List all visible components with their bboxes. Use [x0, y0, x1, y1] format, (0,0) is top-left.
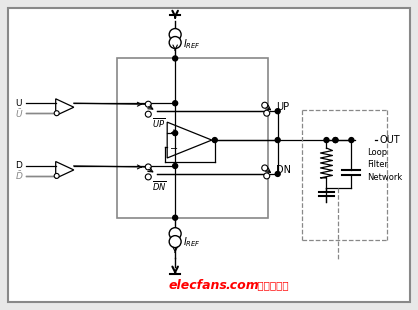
Circle shape — [275, 138, 280, 143]
Circle shape — [169, 29, 181, 41]
Circle shape — [262, 102, 268, 108]
Text: +: + — [169, 128, 177, 138]
Circle shape — [145, 174, 151, 180]
Circle shape — [212, 138, 217, 143]
Circle shape — [173, 131, 178, 135]
Circle shape — [173, 56, 178, 61]
Circle shape — [173, 215, 178, 220]
Circle shape — [169, 37, 181, 48]
Bar — [117, 58, 268, 218]
Text: U: U — [15, 99, 21, 108]
Circle shape — [275, 171, 280, 176]
Text: $\overline{UP}$: $\overline{UP}$ — [152, 116, 166, 130]
Circle shape — [333, 138, 338, 143]
Circle shape — [54, 173, 59, 178]
Text: $\overline{DN}$: $\overline{DN}$ — [152, 179, 167, 193]
Circle shape — [264, 110, 270, 116]
Text: OUT: OUT — [379, 135, 400, 145]
Circle shape — [145, 101, 151, 107]
Text: $-$: $-$ — [168, 142, 178, 152]
Circle shape — [54, 111, 59, 116]
Text: UP: UP — [276, 102, 289, 112]
Circle shape — [173, 163, 178, 168]
Circle shape — [264, 173, 270, 179]
Circle shape — [169, 228, 181, 240]
Circle shape — [145, 111, 151, 117]
Circle shape — [333, 138, 338, 143]
Text: .com: .com — [225, 279, 259, 292]
Text: $I_{REF}$: $I_{REF}$ — [183, 235, 201, 249]
Circle shape — [173, 101, 178, 106]
Circle shape — [349, 138, 354, 143]
Text: $\bar{D}$: $\bar{D}$ — [15, 170, 23, 182]
Text: $\bar{U}$: $\bar{U}$ — [15, 107, 23, 120]
Circle shape — [275, 109, 280, 114]
Circle shape — [324, 138, 329, 143]
Text: elecfans: elecfans — [168, 279, 227, 292]
Text: ·电子发烧友: ·电子发烧友 — [255, 281, 289, 290]
Text: $I_{REF}$: $I_{REF}$ — [183, 38, 201, 51]
Text: DN: DN — [276, 165, 291, 175]
Circle shape — [262, 165, 268, 171]
Circle shape — [169, 236, 181, 248]
Text: Loop
Filter
Network: Loop Filter Network — [367, 148, 403, 182]
Text: D: D — [15, 162, 22, 171]
Circle shape — [145, 164, 151, 170]
